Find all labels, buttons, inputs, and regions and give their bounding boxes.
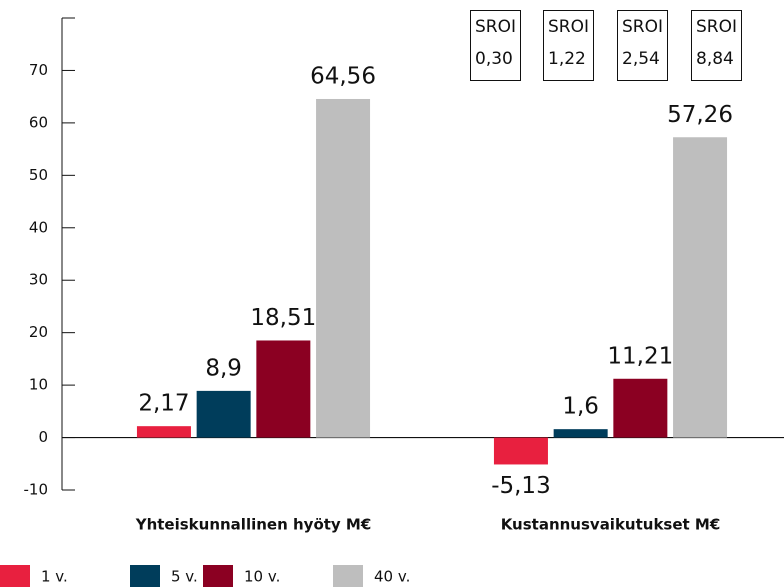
bar <box>613 378 668 438</box>
annotation-box <box>543 10 594 81</box>
value-label: 11,21 <box>607 343 673 369</box>
annotation-box <box>617 10 668 81</box>
bar <box>256 340 311 438</box>
x-category-label: Kustannusvaikutukset M€ <box>501 516 721 534</box>
legend-label: 5 v. <box>171 568 198 586</box>
y-tick-label: 40 <box>29 218 48 236</box>
annotation-title: SROI <box>696 17 737 37</box>
legend-swatch <box>0 565 30 587</box>
legend-label: 10 v. <box>244 568 280 586</box>
bar <box>196 390 251 438</box>
value-label: 64,56 <box>310 63 376 89</box>
annotation-title: SROI <box>548 17 589 37</box>
annotation-box <box>691 10 742 81</box>
legend-swatch <box>130 565 160 587</box>
y-tick-label: 20 <box>29 323 48 341</box>
y-tick-label: 0 <box>38 428 48 446</box>
y-tick-label: 60 <box>29 113 48 131</box>
y-tick-label: 30 <box>29 271 48 289</box>
legend-label: 1 v. <box>41 568 68 586</box>
bar <box>493 437 548 465</box>
bar <box>553 429 608 438</box>
bar <box>136 426 191 438</box>
bar <box>316 98 371 438</box>
value-label: 57,26 <box>667 102 733 128</box>
legend-label: 40 v. <box>374 568 410 586</box>
legend-swatch <box>203 565 233 587</box>
annotation-value: 1,22 <box>548 49 586 69</box>
value-label: 1,6 <box>562 394 599 420</box>
x-category-label: Yhteiskunnallinen hyöty M€ <box>135 516 372 534</box>
annotation-value: 2,54 <box>622 49 660 69</box>
value-label: 2,17 <box>138 391 189 417</box>
value-label: 8,9 <box>205 355 242 381</box>
y-tick-label: -10 <box>24 481 49 499</box>
annotation-box <box>470 10 521 81</box>
y-tick-label: 50 <box>29 166 48 184</box>
annotation-title: SROI <box>622 17 663 37</box>
annotation-value: 0,30 <box>475 49 513 69</box>
legend-swatch <box>333 565 363 587</box>
bar <box>673 137 728 438</box>
value-label: 18,51 <box>250 305 316 331</box>
y-tick-label: 10 <box>29 376 48 394</box>
annotation-value: 8,84 <box>696 49 734 69</box>
value-label: -5,13 <box>491 473 551 499</box>
annotation-title: SROI <box>475 17 516 37</box>
y-tick-label: 70 <box>29 61 48 79</box>
